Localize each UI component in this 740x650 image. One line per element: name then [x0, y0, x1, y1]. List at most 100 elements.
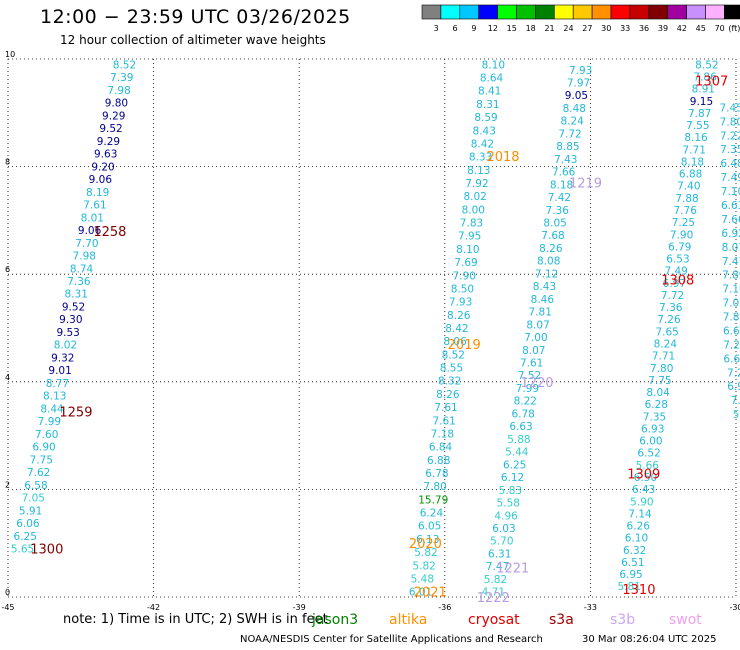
wave-height-value: 8.55: [440, 363, 463, 375]
wave-height-value: 7.12: [535, 268, 558, 280]
wave-height-value: 9.15: [690, 96, 713, 108]
wave-height-value: 8.43: [533, 281, 556, 293]
wave-height-value: 7.65: [655, 326, 678, 338]
wave-height-value: 9.30: [59, 314, 82, 326]
wave-height-value: 9.53: [56, 327, 79, 339]
pass-label: 1219: [569, 177, 602, 192]
wave-height-value: 7.10: [721, 186, 740, 198]
wave-height-value: 8.52: [695, 59, 718, 71]
wave-height-value: 8.91: [692, 84, 715, 96]
mission-altika: altika: [389, 612, 428, 628]
legend-swatch: [724, 4, 740, 20]
wave-height-value: 7.93: [569, 65, 592, 77]
wave-height-value: 8.52: [442, 349, 465, 361]
wave-height-value: 6.88: [679, 169, 702, 181]
lat-tick-label: 2: [5, 480, 10, 489]
pass-label: 1308: [661, 274, 694, 289]
footer-note: note: 1) Time is in UTC; 2) SWH is in fe…: [63, 612, 328, 627]
wave-height-value: 5.82: [412, 560, 435, 572]
wave-height-value: 6.95: [619, 569, 642, 581]
legend-tick-label: 42: [677, 24, 687, 33]
wave-height-value: 6.78: [511, 408, 534, 420]
wave-height-value: 7.00: [524, 332, 547, 344]
wave-height-value: 7.61: [83, 200, 106, 212]
wave-height-value: 7.95: [458, 231, 481, 243]
pass-label: 1307: [695, 75, 728, 90]
wave-height-value: 7.05: [22, 493, 45, 505]
mission-jason3: jason3: [312, 612, 359, 628]
wave-height-value: 5.70: [490, 536, 513, 548]
wave-height-value: 9.01: [48, 365, 71, 377]
lon-tick-label: -42: [147, 603, 160, 612]
wave-height-value: 7.40: [677, 181, 700, 193]
pass-label: 1259: [59, 405, 92, 420]
wave-height-value: 8.06: [443, 336, 467, 348]
legend-tick-label: 45: [696, 24, 706, 33]
lon-tick-label: -36: [438, 603, 451, 612]
wave-height-value: 7.87: [688, 108, 711, 120]
wave-height-value: 7.98: [73, 251, 96, 263]
wave-height-value: 8.24: [654, 339, 678, 351]
wave-height-value: 7.36: [659, 302, 683, 314]
wave-height-value: 9.52: [62, 301, 85, 313]
mission-s3b: s3b: [610, 612, 636, 628]
wave-height-value: 6.92: [721, 228, 740, 240]
wave-height-value: 7.70: [75, 238, 98, 250]
mission-s3a: s3a: [549, 612, 574, 628]
wave-height-value: 7.35: [720, 144, 740, 156]
wave-height-value: 7.71: [683, 144, 706, 156]
wave-height-value: 6.93: [641, 423, 664, 435]
wave-height-value: 7.72: [661, 290, 684, 302]
wave-height-value: 7.69: [454, 257, 477, 269]
wave-height-value: 7.99: [38, 416, 61, 428]
lon-tick-label: -33: [584, 603, 597, 612]
wave-height-value: 9.06: [78, 225, 102, 237]
wave-height-value: 7.35: [643, 411, 666, 423]
lat-tick-label: 0: [5, 588, 10, 597]
wave-height-value: 6.03: [492, 523, 515, 535]
legend-tick-label: 24: [563, 24, 573, 33]
wave-height-value: 8.46: [531, 294, 555, 306]
wave-height-value: 7.47: [722, 256, 740, 268]
wave-height-value: 6.97: [663, 278, 686, 290]
wave-height-value: 8.22: [514, 396, 537, 408]
wave-height-value: 6.26: [627, 521, 651, 533]
wave-height-value: 6.63: [509, 421, 532, 433]
wave-height-value: 8.52: [113, 59, 136, 71]
wave-height-value: 7.62: [27, 467, 50, 479]
wave-height-value: 9.06: [89, 174, 113, 186]
wave-height-value: 6.51: [621, 557, 644, 569]
track-1307: 8.527.868.919.157.877.558.167.718.186.88…: [618, 59, 719, 593]
wave-height-value: 7.98: [107, 85, 130, 97]
wave-height-value: 6.53: [666, 254, 689, 266]
wave-height-value: 8.31: [65, 289, 88, 301]
wave-height-value: 8.07: [722, 242, 740, 254]
wave-height-value: 6.10: [625, 533, 648, 545]
wave-height-value: 5.66: [636, 460, 660, 472]
legend-tick-label: 3: [434, 24, 439, 33]
wave-height-value: 8.10: [456, 244, 479, 256]
wave-height-value: 9.52: [99, 123, 122, 135]
legend-tick-label: 21: [544, 24, 554, 33]
wave-height-value: 6.25: [14, 531, 37, 543]
wave-height-value: 8.77: [46, 378, 69, 390]
wave-height-value: 7.88: [675, 193, 698, 205]
track-1308: 7.45 7.80 7.22 7.35 6.48 7.49 7.10 6.63 7.66 6.92…: [719, 102, 740, 421]
wave-height-value: 7.36: [67, 276, 91, 288]
wave-height-value: 7.76: [674, 205, 698, 217]
legend-tick-label: 9: [471, 24, 476, 33]
wave-height-value: 7.24: [723, 339, 740, 351]
wave-height-value: 7.75: [648, 375, 671, 387]
wave-height-value: 8.48: [563, 103, 586, 115]
wave-height-value: 8.50: [451, 283, 474, 295]
wave-height-value: 7.89: [722, 270, 740, 282]
wave-height-value: 8.26: [539, 243, 563, 255]
wave-height-value: 9.29: [102, 110, 125, 122]
wave-height-value: 8.18: [681, 156, 704, 168]
wave-height-value: 5.90: [630, 496, 653, 508]
wave-height-value: 8.16: [684, 132, 708, 144]
wave-height-value: 8.59: [474, 112, 497, 124]
wave-height-value: 7.68: [541, 230, 564, 242]
wave-height-value: 8.31: [476, 99, 499, 111]
wave-height-value: 9.63: [94, 149, 117, 161]
